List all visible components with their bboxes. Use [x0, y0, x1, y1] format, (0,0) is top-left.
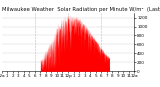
Text: Milwaukee Weather  Solar Radiation per Minute W/m²  (Last 24 Hours): Milwaukee Weather Solar Radiation per Mi… [2, 7, 160, 12]
